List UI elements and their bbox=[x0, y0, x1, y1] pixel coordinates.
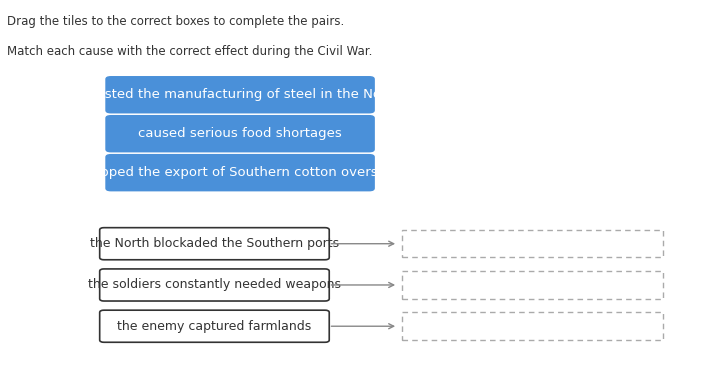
Text: Drag the tiles to the correct boxes to complete the pairs.: Drag the tiles to the correct boxes to c… bbox=[7, 15, 344, 28]
FancyBboxPatch shape bbox=[105, 76, 375, 113]
Text: caused serious food shortages: caused serious food shortages bbox=[138, 127, 342, 140]
Text: the enemy captured farmlands: the enemy captured farmlands bbox=[117, 320, 312, 333]
Text: boosted the manufacturing of steel in the North: boosted the manufacturing of steel in th… bbox=[80, 88, 400, 101]
FancyBboxPatch shape bbox=[402, 312, 663, 340]
FancyBboxPatch shape bbox=[402, 230, 663, 257]
Text: the North blockaded the Southern ports: the North blockaded the Southern ports bbox=[90, 237, 339, 250]
Text: Match each cause with the correct effect during the Civil War.: Match each cause with the correct effect… bbox=[7, 45, 372, 58]
FancyBboxPatch shape bbox=[402, 271, 663, 299]
Text: the soldiers constantly needed weapons: the soldiers constantly needed weapons bbox=[88, 278, 341, 291]
FancyBboxPatch shape bbox=[105, 154, 375, 191]
Text: stopped the export of Southern cotton overseas: stopped the export of Southern cotton ov… bbox=[79, 166, 401, 179]
FancyBboxPatch shape bbox=[100, 310, 329, 342]
FancyBboxPatch shape bbox=[105, 115, 375, 152]
FancyBboxPatch shape bbox=[100, 269, 329, 301]
FancyBboxPatch shape bbox=[100, 228, 329, 260]
